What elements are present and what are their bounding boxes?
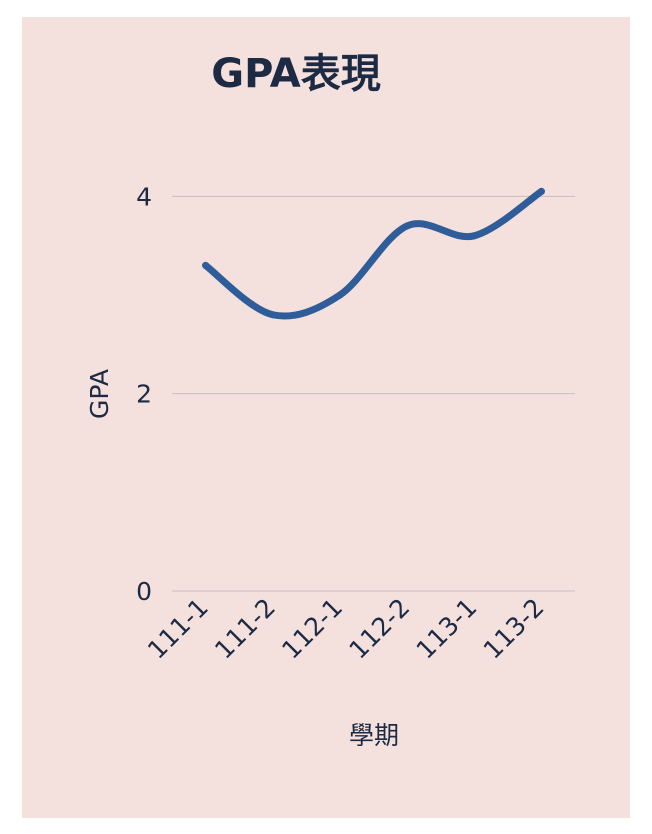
chart-background [22,17,630,818]
y-axis-label: GPA [85,369,114,419]
x-axis-label: 學期 [349,721,399,750]
y-tick-label: 2 [136,380,152,409]
data-point-112-1 [336,291,344,299]
series-line-0 [202,187,545,320]
chart-title: GPA表現 [211,51,380,97]
data-point-112-2 [403,222,411,230]
series-layer [202,187,545,320]
data-point-113-2 [537,187,545,195]
data-point-111-2 [269,311,277,319]
gridlines [172,195,575,592]
data-point-111-1 [202,261,210,269]
y-tick-label: 0 [136,577,152,606]
data-point-113-1 [470,232,478,240]
y-tick-labels: 0 2 4 [136,182,152,606]
gpa-line-chart: GPA表現 024 111-1111-2112-1112-2113-1113-2… [22,17,630,818]
y-tick-label: 4 [136,182,152,211]
